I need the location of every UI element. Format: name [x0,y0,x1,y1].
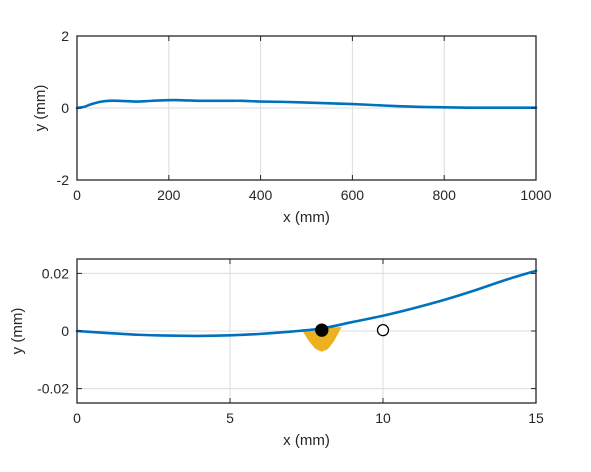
chart1-xtick-label: 600 [341,187,365,203]
chart1-series-line-0 [75,98,538,110]
chart2-fill-region [301,326,342,352]
chart2-marker-open [376,323,390,337]
chart2-series-line-0 [75,269,538,338]
chart2-ytick-label: 0.02 [42,265,69,281]
chart1-xlabel: x (mm) [283,209,330,226]
chart1-ytick-label: 0 [61,100,69,116]
chart1-ylabel: y (mm) [32,85,49,132]
chart2-xlabel: x (mm) [283,432,330,449]
chart2-xtick-label: 15 [528,410,544,426]
chart1-ytick-label: -2 [57,172,70,188]
chart1-xtick-label: 400 [249,187,273,203]
chart1-xtick-label: 200 [157,187,181,203]
chart1-ytick-label: 2 [61,28,69,44]
chart2-xtick-label: 10 [375,410,391,426]
chart2-ylabel: y (mm) [9,308,26,355]
chart1-xtick-label: 800 [433,187,457,203]
chart1-xtick-label: 1000 [520,187,551,203]
chart2-ytick-label: -0.02 [37,381,69,397]
chart2-xtick-label: 0 [73,410,81,426]
chart1-xtick-label: 0 [73,187,81,203]
chart2-marker-filled [315,323,329,337]
chart2-ytick-label: 0 [61,323,69,339]
chart2-xtick-label: 5 [226,410,234,426]
